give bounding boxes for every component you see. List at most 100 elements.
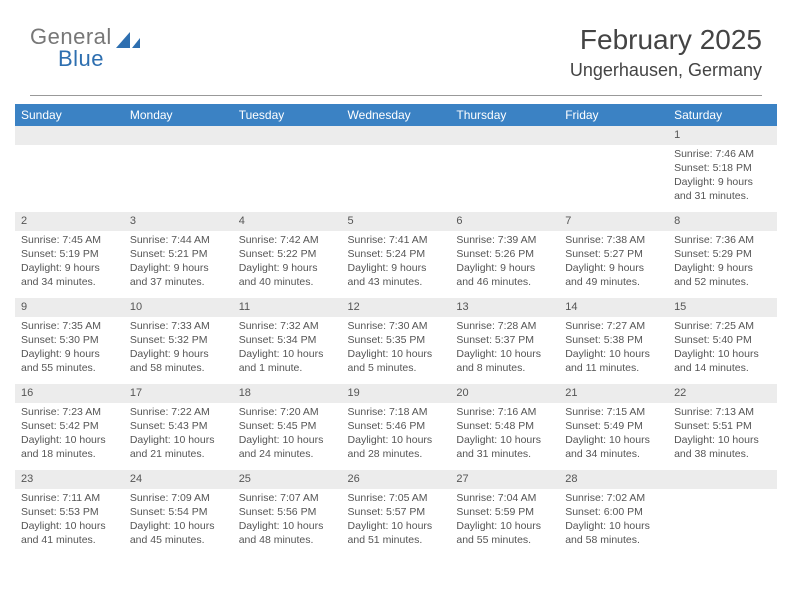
sunset-text: Sunset: 5:43 PM — [130, 419, 227, 433]
day-number: 15 — [668, 298, 777, 317]
day-number: 24 — [124, 470, 233, 489]
calendar-cell: 5Sunrise: 7:41 AMSunset: 5:24 PMDaylight… — [342, 212, 451, 298]
daylight-line1: Daylight: 10 hours — [565, 519, 662, 533]
cell-body: Sunrise: 7:28 AMSunset: 5:37 PMDaylight:… — [450, 317, 559, 380]
weekday-header: Thursday — [450, 104, 559, 126]
sunrise-text: Sunrise: 7:39 AM — [456, 233, 553, 247]
daylight-line2: and 55 minutes. — [21, 361, 118, 375]
daylight-line1: Daylight: 9 hours — [674, 175, 771, 189]
cell-body: Sunrise: 7:36 AMSunset: 5:29 PMDaylight:… — [668, 231, 777, 294]
cell-body: Sunrise: 7:25 AMSunset: 5:40 PMDaylight:… — [668, 317, 777, 380]
daylight-line2: and 31 minutes. — [456, 447, 553, 461]
cell-body: Sunrise: 7:23 AMSunset: 5:42 PMDaylight:… — [15, 403, 124, 466]
daylight-line2: and 41 minutes. — [21, 533, 118, 547]
day-number-empty — [450, 126, 559, 145]
daylight-line2: and 37 minutes. — [130, 275, 227, 289]
sunrise-text: Sunrise: 7:28 AM — [456, 319, 553, 333]
cell-body: Sunrise: 7:09 AMSunset: 5:54 PMDaylight:… — [124, 489, 233, 552]
sunrise-text: Sunrise: 7:38 AM — [565, 233, 662, 247]
cell-body: Sunrise: 7:45 AMSunset: 5:19 PMDaylight:… — [15, 231, 124, 294]
cell-body: Sunrise: 7:27 AMSunset: 5:38 PMDaylight:… — [559, 317, 668, 380]
sunrise-text: Sunrise: 7:20 AM — [239, 405, 336, 419]
sunrise-text: Sunrise: 7:18 AM — [348, 405, 445, 419]
calendar-week: 16Sunrise: 7:23 AMSunset: 5:42 PMDayligh… — [15, 384, 777, 470]
daylight-line2: and 52 minutes. — [674, 275, 771, 289]
daylight-line1: Daylight: 10 hours — [674, 347, 771, 361]
sunset-text: Sunset: 5:22 PM — [239, 247, 336, 261]
cell-body: Sunrise: 7:05 AMSunset: 5:57 PMDaylight:… — [342, 489, 451, 552]
sunrise-text: Sunrise: 7:44 AM — [130, 233, 227, 247]
sunrise-text: Sunrise: 7:05 AM — [348, 491, 445, 505]
calendar-cell — [15, 126, 124, 212]
sunrise-text: Sunrise: 7:33 AM — [130, 319, 227, 333]
calendar-cell: 12Sunrise: 7:30 AMSunset: 5:35 PMDayligh… — [342, 298, 451, 384]
calendar-cell: 14Sunrise: 7:27 AMSunset: 5:38 PMDayligh… — [559, 298, 668, 384]
day-number: 21 — [559, 384, 668, 403]
cell-body: Sunrise: 7:22 AMSunset: 5:43 PMDaylight:… — [124, 403, 233, 466]
sunset-text: Sunset: 5:48 PM — [456, 419, 553, 433]
day-number: 2 — [15, 212, 124, 231]
calendar-cell — [233, 126, 342, 212]
cell-body: Sunrise: 7:38 AMSunset: 5:27 PMDaylight:… — [559, 231, 668, 294]
daylight-line2: and 8 minutes. — [456, 361, 553, 375]
day-number: 6 — [450, 212, 559, 231]
weekday-header-row: SundayMondayTuesdayWednesdayThursdayFrid… — [15, 104, 777, 126]
daylight-line1: Daylight: 9 hours — [21, 347, 118, 361]
daylight-line1: Daylight: 10 hours — [348, 433, 445, 447]
day-number: 8 — [668, 212, 777, 231]
calendar-cell: 8Sunrise: 7:36 AMSunset: 5:29 PMDaylight… — [668, 212, 777, 298]
daylight-line1: Daylight: 10 hours — [239, 347, 336, 361]
sunrise-text: Sunrise: 7:25 AM — [674, 319, 771, 333]
daylight-line1: Daylight: 10 hours — [130, 433, 227, 447]
day-number-empty — [15, 126, 124, 145]
sunrise-text: Sunrise: 7:36 AM — [674, 233, 771, 247]
cell-body: Sunrise: 7:18 AMSunset: 5:46 PMDaylight:… — [342, 403, 451, 466]
calendar-cell — [559, 126, 668, 212]
daylight-line1: Daylight: 9 hours — [21, 261, 118, 275]
day-number-empty — [233, 126, 342, 145]
daylight-line2: and 55 minutes. — [456, 533, 553, 547]
day-number: 14 — [559, 298, 668, 317]
sunrise-text: Sunrise: 7:16 AM — [456, 405, 553, 419]
day-number-empty — [124, 126, 233, 145]
sunrise-text: Sunrise: 7:46 AM — [674, 147, 771, 161]
daylight-line1: Daylight: 10 hours — [565, 347, 662, 361]
daylight-line2: and 40 minutes. — [239, 275, 336, 289]
sunset-text: Sunset: 5:32 PM — [130, 333, 227, 347]
calendar-cell: 21Sunrise: 7:15 AMSunset: 5:49 PMDayligh… — [559, 384, 668, 470]
sunset-text: Sunset: 5:56 PM — [239, 505, 336, 519]
calendar-cell — [124, 126, 233, 212]
sunset-text: Sunset: 5:59 PM — [456, 505, 553, 519]
calendar-cell — [450, 126, 559, 212]
sunset-text: Sunset: 5:19 PM — [21, 247, 118, 261]
sunset-text: Sunset: 5:30 PM — [21, 333, 118, 347]
day-number: 17 — [124, 384, 233, 403]
calendar-week: 1Sunrise: 7:46 AMSunset: 5:18 PMDaylight… — [15, 126, 777, 212]
calendar-cell: 26Sunrise: 7:05 AMSunset: 5:57 PMDayligh… — [342, 470, 451, 556]
daylight-line2: and 45 minutes. — [130, 533, 227, 547]
sunrise-text: Sunrise: 7:02 AM — [565, 491, 662, 505]
day-number: 1 — [668, 126, 777, 145]
brand-logo: General Blue — [30, 24, 142, 72]
weekday-header: Saturday — [668, 104, 777, 126]
calendar-cell: 27Sunrise: 7:04 AMSunset: 5:59 PMDayligh… — [450, 470, 559, 556]
day-number: 10 — [124, 298, 233, 317]
daylight-line2: and 43 minutes. — [348, 275, 445, 289]
header-rule — [30, 95, 762, 96]
daylight-line2: and 51 minutes. — [348, 533, 445, 547]
daylight-line2: and 24 minutes. — [239, 447, 336, 461]
cell-body: Sunrise: 7:30 AMSunset: 5:35 PMDaylight:… — [342, 317, 451, 380]
cell-body: Sunrise: 7:11 AMSunset: 5:53 PMDaylight:… — [15, 489, 124, 552]
calendar-cell: 6Sunrise: 7:39 AMSunset: 5:26 PMDaylight… — [450, 212, 559, 298]
daylight-line2: and 28 minutes. — [348, 447, 445, 461]
day-number-empty — [342, 126, 451, 145]
cell-body: Sunrise: 7:20 AMSunset: 5:45 PMDaylight:… — [233, 403, 342, 466]
weekday-header: Tuesday — [233, 104, 342, 126]
day-number: 11 — [233, 298, 342, 317]
sunset-text: Sunset: 5:26 PM — [456, 247, 553, 261]
calendar-cell: 19Sunrise: 7:18 AMSunset: 5:46 PMDayligh… — [342, 384, 451, 470]
calendar-cell — [668, 470, 777, 556]
daylight-line2: and 18 minutes. — [21, 447, 118, 461]
sunset-text: Sunset: 5:37 PM — [456, 333, 553, 347]
sunset-text: Sunset: 5:57 PM — [348, 505, 445, 519]
